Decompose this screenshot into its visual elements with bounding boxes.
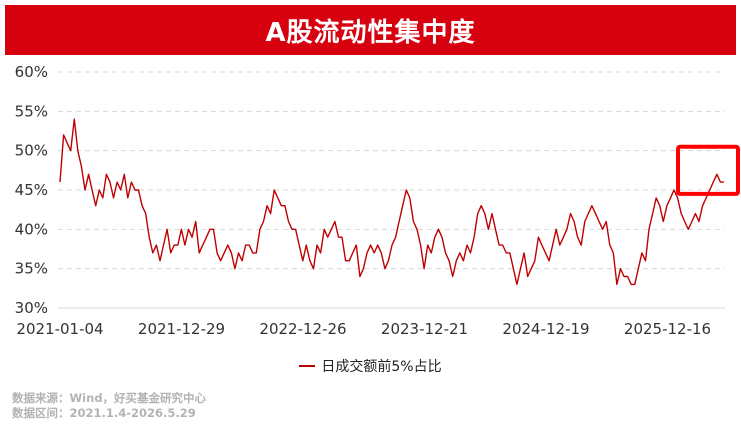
series-line xyxy=(59,118,724,286)
highlight-box xyxy=(676,144,740,196)
source-line: 数据来源：Wind，好买基金研究中心 xyxy=(12,391,207,405)
legend: 日成交额前5%占比 xyxy=(0,356,741,376)
x-tick-label: 2021-12-29 xyxy=(138,320,225,338)
y-tick-label: 60% xyxy=(15,63,48,81)
x-tick-label: 2023-12-21 xyxy=(381,320,468,338)
y-tick-label: 50% xyxy=(15,142,48,160)
y-tick-label: 55% xyxy=(15,102,48,120)
line-chart: 30% 35% 40% 45% 50% 55% 60% 2021-01-04 2021-12-2… xyxy=(15,63,740,338)
y-tick-label: 40% xyxy=(15,220,48,238)
legend-line-swatch xyxy=(299,365,316,367)
y-tick-label: 30% xyxy=(15,299,48,317)
source-note: 数据来源：Wind，好买基金研究中心 数据区间：2021.1.4-2026.5.… xyxy=(12,391,206,421)
y-tick-label: 45% xyxy=(15,181,48,199)
x-tick-label: 2022-12-26 xyxy=(259,320,346,338)
title-banner: A股流动性集中度 xyxy=(5,5,736,55)
legend-label: 日成交额前5%占比 xyxy=(321,359,442,375)
chart-title: A股流动性集中度 xyxy=(265,17,476,48)
data-range-line: 数据区间：2021.1.4-2026.5.29 xyxy=(12,406,196,420)
x-tick-label: 2024-12-19 xyxy=(502,320,589,338)
x-tick-label: 2021-01-04 xyxy=(16,320,103,338)
y-tick-label: 35% xyxy=(15,260,48,278)
x-tick-label: 2025-12-16 xyxy=(624,320,711,338)
